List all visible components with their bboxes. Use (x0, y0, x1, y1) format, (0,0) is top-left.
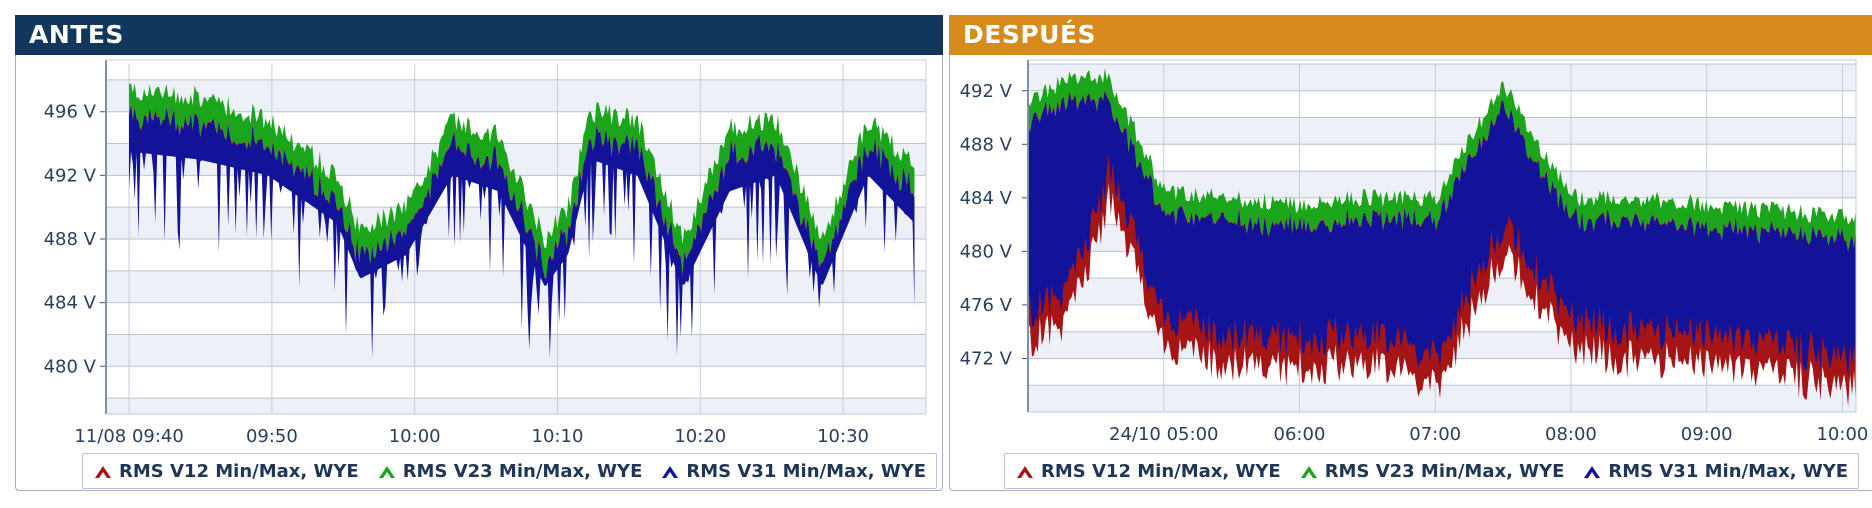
legend-triangle-icon (1017, 466, 1033, 478)
x-tick-label: 09:00 (1681, 424, 1733, 445)
grid-band (1028, 117, 1856, 145)
legend-label: RMS V12 Min/Max, WYE (119, 460, 359, 482)
y-tick-label: 492 V (44, 165, 97, 186)
y-tick-label: 492 V (960, 81, 1013, 102)
y-tick-label: 472 V (960, 348, 1013, 369)
legend-item-v31[interactable]: RMS V31 Min/Max, WYE (1582, 461, 1848, 482)
legend-item-v23[interactable]: RMS V23 Min/Max, WYE (1299, 460, 1565, 482)
legend-triangle-icon (662, 466, 679, 478)
y-tick-label: 484 V (960, 188, 1013, 209)
x-tick-label: 10:00 (389, 426, 441, 447)
plot-border (105, 59, 927, 415)
grid-band (106, 79, 926, 112)
grid-band (1028, 64, 1856, 91)
legend-item-v23[interactable]: RMS V23 Min/Max, WYE (377, 460, 643, 482)
legend-item-v12[interactable]: RMS V12 Min/Max, WYE (93, 461, 359, 482)
plot-border (1027, 59, 1857, 413)
legend-item-v12[interactable]: RMS V12 Min/Max, WYE (1015, 461, 1281, 482)
chart-panel-antes: ANTES 11/08 09:40 09:50 10:00 10:10 10:20 10:… (15, 15, 943, 491)
legend-triangle-icon (1300, 466, 1317, 478)
legend-triangle-icon (1584, 466, 1601, 478)
legend-label: RMS V31 Min/Max, WYE (1608, 460, 1849, 482)
x-tick-label: 08:00 (1545, 424, 1597, 445)
series-area-v23 (1028, 68, 1856, 252)
grid-band (106, 270, 926, 303)
y-tick-label: 484 V (44, 293, 97, 314)
legend-label: RMS V23 Min/Max, WYE (1324, 460, 1565, 482)
x-tick-label: 10:00 (1816, 424, 1868, 445)
y-tick-label: 480 V (44, 356, 97, 377)
legend-label: RMS V31 Min/Max, WYE (686, 460, 927, 482)
y-tick-label: 476 V (960, 295, 1013, 316)
y-tick-label: 488 V (44, 229, 97, 250)
chart-plot: 24/10 05:00 06:00 07:00 08:00 09:00 10:00 472 … (960, 59, 1868, 445)
legend-item-v31[interactable]: RMS V31 Min/Max, WYE (660, 461, 926, 482)
y-tick-label: 488 V (960, 134, 1013, 155)
legend-label: RMS V23 Min/Max, WYE (402, 460, 643, 482)
chart-legend: RMS V12 Min/Max, WYE RMS V23 Min/Max, WY… (1004, 453, 1860, 489)
x-tick-label: 24/10 05:00 (1109, 424, 1218, 445)
chart-panel-despues: DESPUÉS 24/10 05:00 06:00 07:00 08:00 09:00 1… (949, 15, 1872, 491)
panel-title: DESPUÉS (949, 15, 1872, 55)
x-tick-label: 11/08 09:40 (74, 426, 183, 447)
series-area-v31 (129, 105, 915, 359)
x-tick-label: 09:50 (246, 426, 298, 447)
legend-triangle-icon (378, 466, 395, 478)
y-tick-label: 496 V (44, 102, 97, 123)
chart-plot: 11/08 09:40 09:50 10:00 10:10 10:20 10:30 480 … (44, 59, 927, 447)
x-tick-label: 06:00 (1274, 424, 1326, 445)
x-tick-label: 10:20 (674, 426, 726, 447)
y-tick-label: 480 V (960, 241, 1013, 262)
series-area-v23 (129, 83, 915, 278)
x-tick-label: 10:10 (532, 426, 584, 447)
chart-legend: RMS V12 Min/Max, WYE RMS V23 Min/Max, WY… (82, 453, 938, 489)
panel-title: ANTES (15, 15, 943, 55)
grid-band (106, 334, 926, 367)
legend-triangle-icon (95, 466, 111, 478)
legend-label: RMS V12 Min/Max, WYE (1041, 460, 1281, 482)
series-area-v31 (1028, 91, 1856, 378)
x-tick-label: 07:00 (1409, 424, 1461, 445)
x-tick-label: 10:30 (817, 426, 869, 447)
grid-band (1028, 385, 1856, 412)
grid-band (106, 398, 926, 414)
